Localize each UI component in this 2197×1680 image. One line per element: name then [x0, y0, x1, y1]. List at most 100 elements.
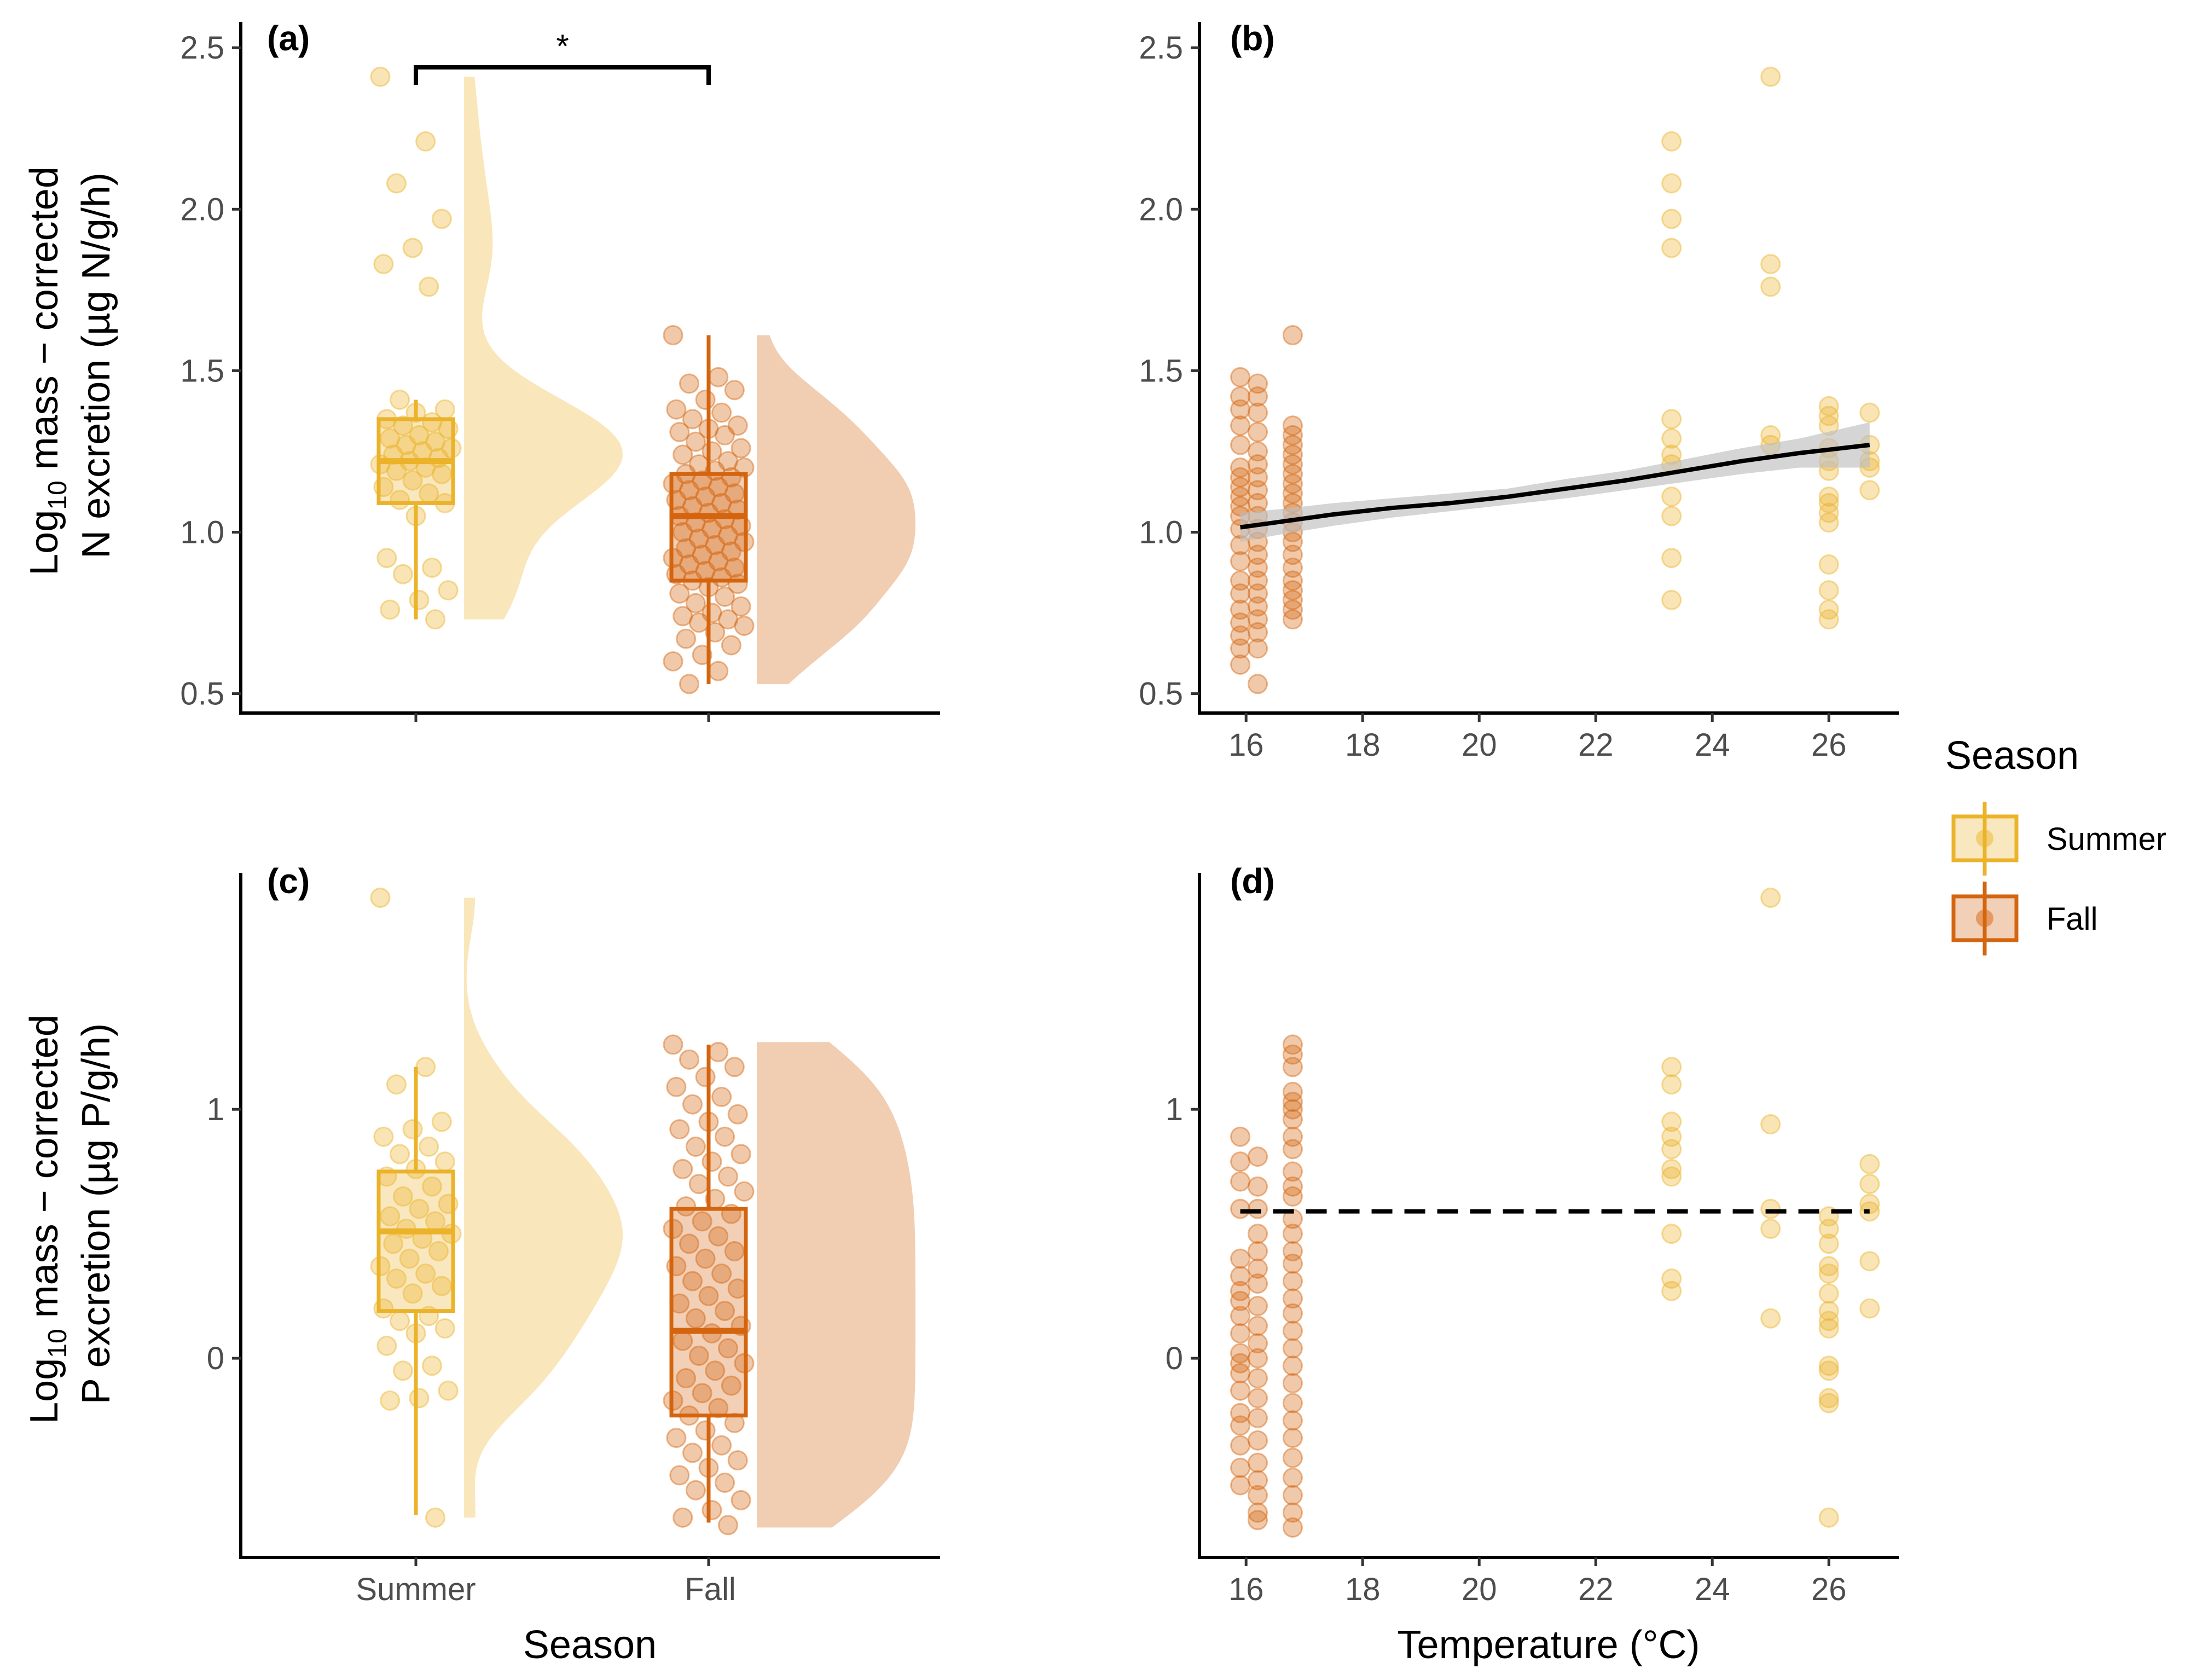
- data-point-fall: [1282, 580, 1303, 601]
- data-point-fall: [698, 1285, 719, 1306]
- data-point-summer: [376, 1166, 397, 1187]
- data-point-fall: [1248, 1146, 1268, 1167]
- data-point-fall: [1282, 599, 1303, 620]
- data-point-fall: [685, 512, 706, 533]
- data-point-fall: [715, 1301, 735, 1322]
- data-point-fall: [663, 473, 683, 494]
- data-point-fall: [1248, 1510, 1268, 1531]
- x-tick-label: 20: [1462, 1572, 1497, 1607]
- data-point-summer: [419, 1136, 439, 1157]
- data-point-fall: [721, 541, 741, 562]
- data-point-fall: [1248, 1296, 1268, 1316]
- data-point-summer: [1859, 1298, 1880, 1319]
- data-point-fall: [676, 1196, 697, 1217]
- data-point-summer: [402, 1119, 423, 1140]
- data-point-fall: [682, 496, 703, 517]
- data-point-fall: [718, 1338, 738, 1359]
- data-point-fall: [1248, 1198, 1268, 1219]
- data-point-fall: [711, 1263, 732, 1284]
- data-point-fall: [1248, 1502, 1268, 1523]
- data-point-summer: [1818, 512, 1839, 533]
- data-point-fall: [688, 1174, 709, 1195]
- data-point-fall: [682, 1094, 703, 1115]
- data-point-fall: [721, 467, 741, 488]
- data-point-fall: [1248, 1333, 1268, 1354]
- data-point-fall: [1230, 1343, 1251, 1364]
- data-point-fall: [708, 1398, 729, 1418]
- data-point-fall: [688, 1346, 709, 1366]
- x-tick-label: 16: [1228, 1572, 1264, 1607]
- data-point-summer: [405, 1323, 426, 1344]
- data-point-fall: [702, 1151, 722, 1172]
- data-point-fall: [1248, 557, 1268, 578]
- panel-a-y-title-rest: mass − corrected: [22, 166, 66, 480]
- data-point-summer: [431, 464, 452, 484]
- data-point-fall: [695, 1248, 716, 1269]
- data-point-summer: [1760, 1308, 1781, 1329]
- data-point-summer: [1859, 1194, 1880, 1214]
- data-point-fall: [1230, 367, 1251, 387]
- data-point-summer: [390, 1311, 410, 1331]
- data-point-summer: [386, 1074, 407, 1095]
- data-point-fall: [702, 519, 722, 540]
- data-point-summer: [390, 390, 410, 410]
- data-point-fall: [1282, 1092, 1303, 1112]
- data-point-summer: [412, 441, 433, 462]
- data-point-summer: [1661, 1057, 1682, 1077]
- panel-c-ticks: 0 1 Summer Fall: [207, 1092, 736, 1607]
- legend-key-fall: [1951, 882, 2019, 955]
- data-point-summer: [392, 1360, 413, 1381]
- data-point-summer: [402, 237, 423, 258]
- data-point-fall: [1230, 457, 1251, 478]
- data-point-fall: [718, 451, 738, 472]
- data-point-fall: [1230, 1403, 1251, 1423]
- data-point-fall: [695, 486, 716, 507]
- trend-line: [1240, 443, 1870, 530]
- data-point-fall: [705, 1189, 726, 1209]
- data-point-fall: [708, 367, 729, 387]
- panel-d-marks: [1230, 888, 1880, 1538]
- data-point-fall: [1282, 1502, 1303, 1523]
- data-point-summer: [370, 66, 391, 87]
- data-point-fall: [711, 1086, 732, 1107]
- data-point-summer: [380, 1390, 401, 1411]
- data-point-fall: [711, 567, 732, 588]
- data-point-summer: [1818, 1256, 1839, 1277]
- data-point-summer: [373, 1298, 394, 1319]
- data-point-fall: [724, 1412, 745, 1433]
- data-point-fall: [663, 651, 683, 672]
- data-point-fall: [695, 560, 716, 581]
- data-point-fall: [682, 1443, 703, 1463]
- data-point-fall: [1282, 444, 1303, 465]
- data-point-fall: [695, 1420, 716, 1441]
- data-point-fall: [1248, 622, 1268, 642]
- data-point-fall: [721, 1375, 741, 1396]
- data-point-fall: [673, 522, 693, 542]
- data-point-fall: [727, 573, 748, 594]
- data-point-fall: [1282, 1355, 1303, 1376]
- data-point-fall: [1282, 531, 1303, 552]
- data-point-fall: [1282, 557, 1303, 578]
- data-point-fall: [724, 557, 745, 578]
- data-point-summer: [1818, 554, 1839, 575]
- data-point-fall: [708, 1226, 729, 1247]
- data-point-fall: [692, 470, 712, 491]
- data-point-summer: [415, 131, 436, 152]
- data-point-fall: [1230, 583, 1251, 604]
- data-point-summer: [1661, 589, 1682, 610]
- y-tick-label: 2.0: [180, 192, 224, 227]
- data-point-summer: [1661, 1111, 1682, 1132]
- data-point-fall: [1230, 1415, 1251, 1436]
- y-tick-label: 2.5: [1139, 30, 1183, 66]
- data-point-fall: [692, 544, 712, 565]
- data-point-fall: [734, 1353, 755, 1374]
- data-point-fall: [705, 460, 726, 481]
- data-point-fall: [1248, 386, 1268, 407]
- data-point-summer: [419, 1306, 439, 1326]
- data-point-fall: [1248, 1470, 1268, 1491]
- density-fall: [757, 1042, 915, 1528]
- x-tick-label: 24: [1695, 1572, 1730, 1607]
- data-point-fall: [1230, 1151, 1251, 1172]
- box-fall: [669, 1207, 748, 1418]
